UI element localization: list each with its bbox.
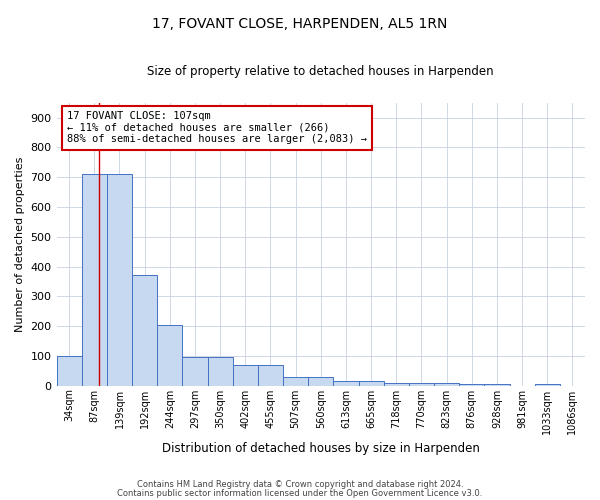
Bar (233, 365, 258, 386)
Bar (308, 376, 334, 386)
Bar (283, 378, 308, 386)
Bar (334, 381, 359, 386)
Bar (208, 358, 233, 386)
Bar (383, 384, 409, 386)
Text: 17 FOVANT CLOSE: 107sqm
← 11% of detached houses are smaller (266)
88% of semi-d: 17 FOVANT CLOSE: 107sqm ← 11% of detache… (67, 112, 367, 144)
X-axis label: Distribution of detached houses by size in Harpenden: Distribution of detached houses by size … (162, 442, 480, 455)
Bar (434, 384, 459, 386)
Bar (56, 356, 82, 386)
Bar (258, 365, 283, 386)
Bar (535, 384, 560, 386)
Bar (359, 380, 383, 386)
Bar (182, 358, 208, 386)
Bar (484, 384, 509, 386)
Bar (107, 174, 132, 386)
Text: Contains HM Land Registry data © Crown copyright and database right 2024.: Contains HM Land Registry data © Crown c… (137, 480, 463, 489)
Bar (459, 384, 484, 386)
Bar (157, 324, 182, 386)
Title: Size of property relative to detached houses in Harpenden: Size of property relative to detached ho… (148, 65, 494, 78)
Bar (82, 174, 107, 386)
Text: Contains public sector information licensed under the Open Government Licence v3: Contains public sector information licen… (118, 488, 482, 498)
Text: 17, FOVANT CLOSE, HARPENDEN, AL5 1RN: 17, FOVANT CLOSE, HARPENDEN, AL5 1RN (152, 18, 448, 32)
Y-axis label: Number of detached properties: Number of detached properties (15, 156, 25, 332)
Bar (409, 384, 434, 386)
Bar (132, 276, 157, 386)
